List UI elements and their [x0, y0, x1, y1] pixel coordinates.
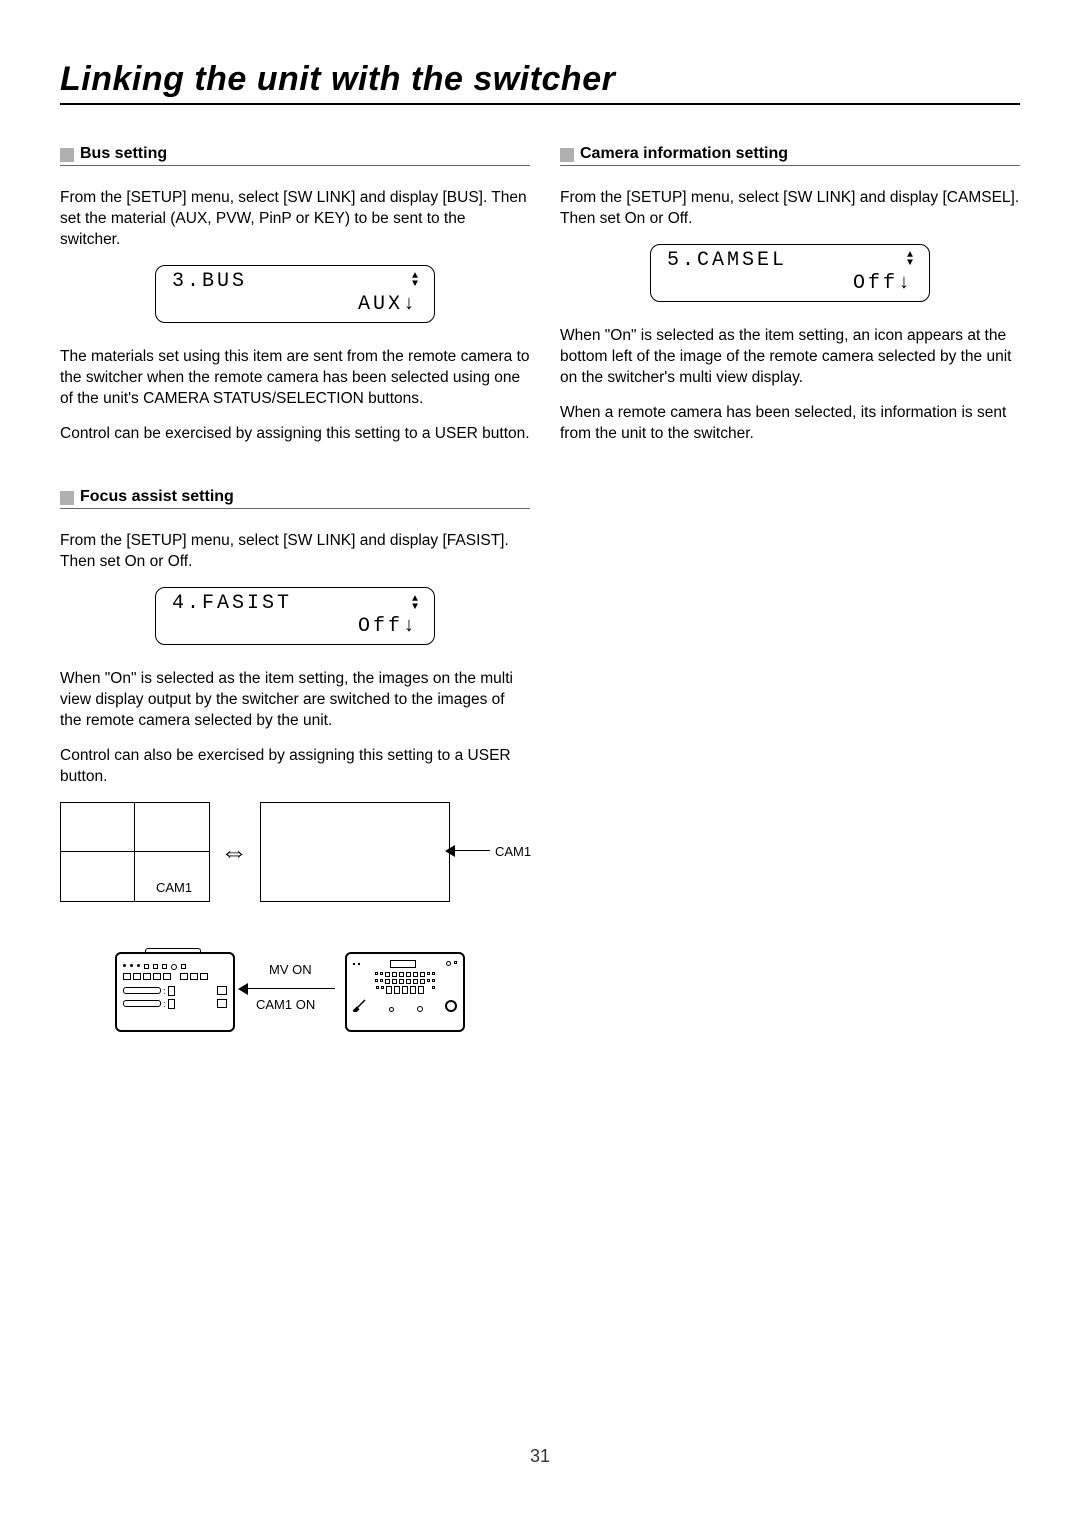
content-columns: Bus setting From the [SETUP] menu, selec… — [60, 145, 1020, 1092]
bus-heading: Bus setting — [80, 145, 167, 165]
focus-p3: Control can also be exercised by assigni… — [60, 746, 530, 788]
diagram-label-cam1-b: CAM1 — [495, 844, 531, 859]
focus-section-header: Focus assist setting — [60, 488, 530, 509]
focus-lcd-line2: Off↓ — [172, 615, 418, 638]
camsel-lcd-line1: 5.CAMSEL — [667, 249, 787, 272]
singleview-box — [260, 802, 450, 902]
diagram-label-mvon: MV ON — [269, 962, 312, 977]
switcher-panel — [345, 952, 465, 1032]
right-column: Camera information setting From the [SET… — [560, 145, 1020, 1092]
section-marker-icon — [60, 148, 74, 162]
bus-lcd-line2: AUX↓ — [172, 293, 418, 316]
camsel-p1: From the [SETUP] menu, select [SW LINK] … — [560, 188, 1020, 230]
camsel-section-header: Camera information setting — [560, 145, 1020, 166]
focus-diagram: CAM1 ⇔ CAM1 — [60, 802, 530, 1092]
section-marker-icon — [60, 491, 74, 505]
bus-lcd-line1: 3.BUS — [172, 270, 247, 293]
diagram-label-cam1-a: CAM1 — [156, 880, 192, 895]
camsel-heading: Camera information setting — [580, 145, 788, 165]
diagram-label-cam1on: CAM1 ON — [256, 997, 315, 1012]
camsel-p2: When "On" is selected as the item settin… — [560, 326, 1020, 389]
updown-icon: ▲▼ — [907, 252, 913, 268]
controller-panel: : : — [115, 952, 235, 1032]
bus-p1: From the [SETUP] menu, select [SW LINK] … — [60, 188, 530, 251]
updown-icon: ▲▼ — [412, 596, 418, 612]
bus-lcd: 3.BUS ▲▼ AUX↓ — [155, 265, 435, 323]
page-title: Linking the unit with the switcher — [60, 60, 1020, 105]
tbar-icon — [353, 998, 367, 1012]
section-marker-icon — [560, 148, 574, 162]
camsel-lcd-line2: Off↓ — [667, 272, 913, 295]
focus-heading: Focus assist setting — [80, 488, 234, 508]
page-number: 31 — [0, 1446, 1080, 1467]
camsel-p3: When a remote camera has been selected, … — [560, 403, 1020, 445]
focus-lcd: 4.FASIST ▲▼ Off↓ — [155, 587, 435, 645]
left-column: Bus setting From the [SETUP] menu, selec… — [60, 145, 530, 1092]
focus-p2: When "On" is selected as the item settin… — [60, 669, 530, 732]
arrow-line — [245, 988, 335, 989]
focus-lcd-line1: 4.FASIST — [172, 592, 292, 615]
arrow-line — [450, 850, 490, 851]
updown-icon: ▲▼ — [412, 273, 418, 289]
bus-section-header: Bus setting — [60, 145, 530, 166]
arrow-head-left-icon — [238, 983, 248, 995]
focus-p1: From the [SETUP] menu, select [SW LINK] … — [60, 531, 530, 573]
camsel-lcd: 5.CAMSEL ▲▼ Off↓ — [650, 244, 930, 302]
double-arrow-icon: ⇔ — [220, 836, 248, 868]
bus-p3: Control can be exercised by assigning th… — [60, 424, 530, 445]
arrow-head-left-icon — [445, 845, 455, 857]
bus-p2: The materials set using this item are se… — [60, 347, 530, 410]
